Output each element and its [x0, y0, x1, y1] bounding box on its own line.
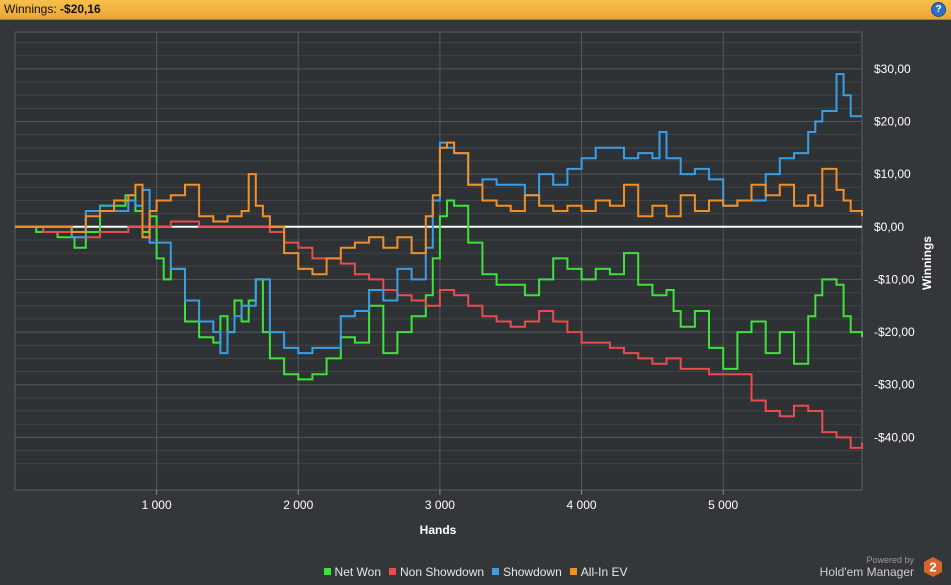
y-tick-label: $10,00 — [874, 167, 911, 181]
legend-label: Showdown — [503, 565, 562, 579]
winnings-title: Winnings: -$20,16 — [4, 2, 101, 16]
y-tick-label: -$10,00 — [874, 272, 915, 286]
legend-label: All-In EV — [580, 565, 628, 579]
legend-item-showdown[interactable]: Showdown — [492, 565, 562, 579]
logo-number: 2 — [929, 560, 936, 575]
y-tick-label: $20,00 — [874, 114, 911, 128]
y-tick-label: $30,00 — [874, 62, 911, 76]
y-tick-label: -$20,00 — [874, 325, 915, 339]
legend-label: Non Showdown — [400, 565, 485, 579]
y-tick-label: -$40,00 — [874, 430, 915, 444]
y-axis: $30,00 $20,00 $10,00 $0,00 -$10,00 -$20,00 -$3… — [874, 62, 915, 445]
legend-item-non-showdown[interactable]: Non Showdown — [389, 565, 484, 579]
x-tick-label: 3 000 — [425, 498, 455, 512]
chart-legend: Net Won Non Showdown Showdown All-In EV — [0, 565, 951, 579]
legend-item-net-won[interactable]: Net Won — [323, 565, 381, 579]
powered-by-label: Powered by — [866, 555, 914, 565]
y-axis-label: Winnings — [920, 236, 934, 290]
x-tick-label: 5 000 — [708, 498, 738, 512]
y-tick-label: $0,00 — [874, 220, 904, 234]
legend-label: Net Won — [334, 565, 381, 579]
help-icon[interactable]: ? — [931, 2, 946, 17]
winnings-value: -$20,16 — [60, 2, 101, 16]
x-tick-label: 1 000 — [142, 498, 172, 512]
brand: Powered by Hold'em Manager — [820, 555, 914, 579]
y-tick-label: -$30,00 — [874, 378, 915, 392]
series-line-non-showdown — [15, 220, 863, 449]
x-axis-label: Hands — [420, 523, 457, 537]
winnings-header-bar: Winnings: -$20,16 ? — [0, 0, 951, 20]
legend-swatch — [323, 568, 331, 575]
legend-swatch — [389, 568, 396, 575]
legend-swatch — [569, 568, 577, 575]
series-line-net-won — [15, 194, 863, 381]
series-line-all-in-ev — [15, 141, 863, 276]
brand-name: Hold'em Manager — [819, 565, 914, 579]
series-lines — [15, 73, 863, 449]
hem2-logo-icon: 2 — [924, 557, 942, 577]
x-axis: 1 000 2 000 3 000 4 000 5 000 — [142, 490, 739, 512]
winnings-chart: 1 000 2 000 3 000 4 000 5 000 $30,00 $20,00 $1… — [14, 31, 934, 537]
legend-item-all-in-ev[interactable]: All-In EV — [569, 565, 628, 579]
winnings-label: Winnings: — [4, 2, 57, 16]
plot-background — [14, 31, 863, 491]
legend-swatch — [492, 568, 500, 575]
x-tick-label: 4 000 — [567, 498, 597, 512]
x-tick-label: 2 000 — [283, 498, 313, 512]
